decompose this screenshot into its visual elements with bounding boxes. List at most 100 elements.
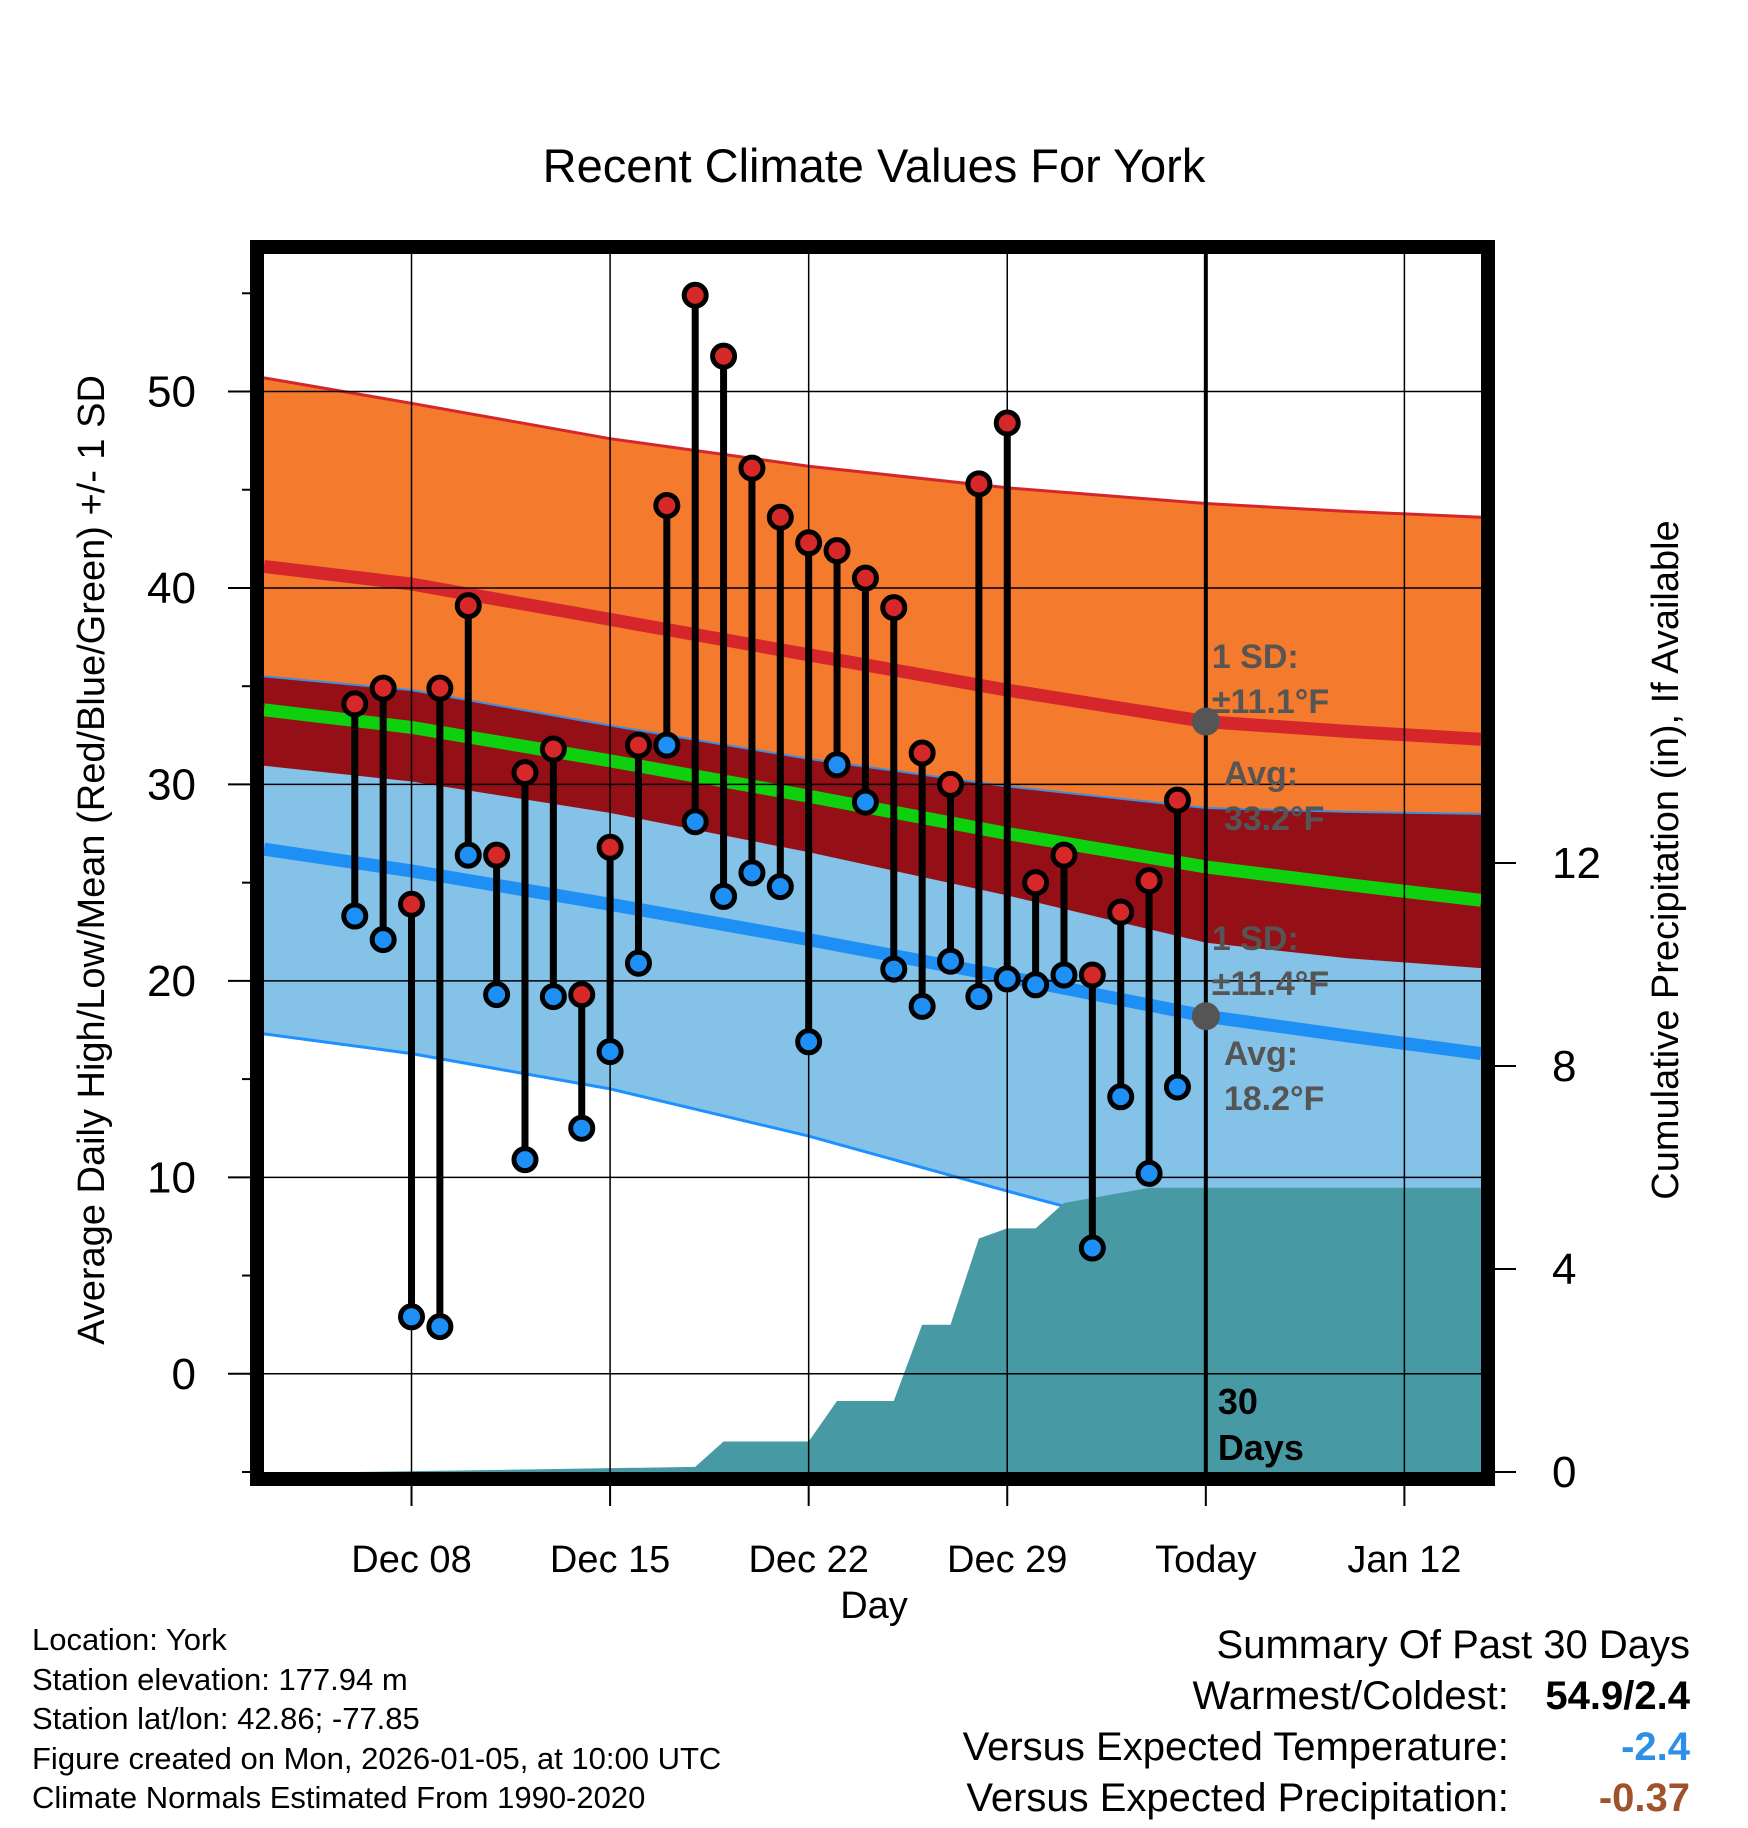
low-avg-today-marker xyxy=(1191,1002,1220,1031)
daily-low-point xyxy=(1107,1083,1135,1111)
summary-warm-label: Warmest/Coldest: xyxy=(1192,1674,1509,1718)
high-sd-band xyxy=(264,377,1481,814)
precip-area xyxy=(354,1187,1481,1472)
daily-high-point xyxy=(369,674,397,702)
summary-precip-label: Versus Expected Precipitation: xyxy=(966,1776,1509,1820)
x-tick-label: Dec 15 xyxy=(550,1539,670,1581)
high-sd-value: ±11.1°F xyxy=(1212,683,1329,721)
summary-title: Summary Of Past 30 Days xyxy=(1216,1623,1690,1667)
x-axis-label: Day xyxy=(840,1585,908,1627)
daily-high-point xyxy=(993,409,1021,437)
mean-avg-line xyxy=(264,703,1481,907)
high-avg-line xyxy=(264,559,1481,746)
summary-warm-row: Warmest/Coldest: 54.9/2.4 xyxy=(963,1671,1691,1722)
plot-frame xyxy=(250,240,1495,1486)
daily-high-point xyxy=(1163,786,1191,814)
daily-low-point xyxy=(483,981,511,1009)
info-location: Location: York xyxy=(32,1622,227,1657)
y2-axis-label: Cumulative Precipitation (in), If Availa… xyxy=(1645,520,1687,1199)
daily-high-point xyxy=(1050,841,1078,869)
daily-low-point xyxy=(369,926,397,954)
daily-high-point xyxy=(1078,961,1106,989)
daily-high-point xyxy=(539,735,567,763)
daily-high-point xyxy=(596,833,624,861)
daily-low-point xyxy=(993,965,1021,993)
daily-low-point xyxy=(454,841,482,869)
daily-low-point xyxy=(596,1038,624,1066)
summary-temp-label: Versus Expected Temperature: xyxy=(962,1725,1509,1769)
daily-low-point xyxy=(1078,1234,1106,1262)
summary-temp-row: Versus Expected Temperature: -2.4 xyxy=(963,1722,1690,1773)
daily-low-point xyxy=(1135,1159,1163,1187)
daily-high-point xyxy=(937,770,965,798)
y-tick-label: 30 xyxy=(147,760,196,809)
daily-low-point xyxy=(398,1303,426,1331)
high-avg-value: 33.2°F xyxy=(1224,800,1325,838)
info-created: Figure created on Mon, 2026-01-05, at 10… xyxy=(32,1740,722,1776)
daily-low-point xyxy=(1163,1073,1191,1101)
y2-tick-label: 0 xyxy=(1552,1448,1576,1497)
daily-high-point xyxy=(823,537,851,565)
daily-low-point xyxy=(823,751,851,779)
high-avg-label: Avg: xyxy=(1224,755,1298,793)
daily-low-point xyxy=(568,1114,596,1142)
daily-low-point xyxy=(795,1028,823,1056)
x-tick-label: Today xyxy=(1155,1539,1256,1581)
daily-low-point xyxy=(965,983,993,1011)
daily-high-point xyxy=(341,690,369,718)
low-avg-label: Avg: xyxy=(1224,1035,1298,1073)
daily-high-point xyxy=(738,454,766,482)
daily-high-point xyxy=(795,529,823,557)
daily-high-point xyxy=(483,841,511,869)
daily-low-point xyxy=(653,731,681,759)
summary-panel: Summary Of Past 30 Days Warmest/Coldest:… xyxy=(963,1620,1690,1824)
daily-high-point xyxy=(454,592,482,620)
y2-tick-label: 12 xyxy=(1552,839,1601,888)
window-label-text: Days xyxy=(1218,1427,1304,1468)
window-label-number: 30 xyxy=(1218,1381,1258,1422)
daily-low-point xyxy=(738,859,766,887)
daily-low-point xyxy=(908,992,936,1020)
daily-high-point xyxy=(908,739,936,767)
summary-precip-value: -0.37 xyxy=(1598,1776,1690,1820)
info-latlon: Station lat/lon: 42.86; -77.85 xyxy=(32,1701,420,1736)
daily-high-point xyxy=(398,890,426,918)
daily-low-point xyxy=(539,983,567,1011)
summary-precip-row: Versus Expected Precipitation: -0.37 xyxy=(963,1773,1690,1824)
high-plus-sd-line xyxy=(264,376,1481,519)
station-info: Location: York Station elevation: 177.94… xyxy=(32,1620,721,1818)
daily-low-point xyxy=(851,788,879,816)
daily-high-point xyxy=(851,564,879,592)
y-tick-label: 50 xyxy=(147,368,196,417)
high-avg-today-marker xyxy=(1191,707,1220,736)
x-tick-label: Dec 29 xyxy=(947,1539,1067,1581)
low-sd-label: 1 SD: xyxy=(1212,920,1299,958)
daily-high-point xyxy=(1135,867,1163,895)
daily-high-point xyxy=(653,491,681,519)
daily-low-point xyxy=(710,882,738,910)
y-tick-label: 40 xyxy=(147,564,196,613)
daily-low-point xyxy=(426,1313,454,1341)
daily-low-point xyxy=(766,873,794,901)
high-sd-label: 1 SD: xyxy=(1212,638,1299,676)
low-sd-value: ±11.4°F xyxy=(1212,965,1329,1003)
y-tick-label: 0 xyxy=(172,1350,196,1399)
y-tick-label: 10 xyxy=(147,1153,196,1202)
daily-high-point xyxy=(426,674,454,702)
y-axis-label: Average Daily High/Low/Mean (Red/Blue/Gr… xyxy=(71,375,113,1345)
daily-high-point xyxy=(1107,898,1135,926)
daily-low-point xyxy=(511,1146,539,1174)
y2-tick-label: 4 xyxy=(1552,1245,1576,1294)
daily-low-point xyxy=(937,947,965,975)
summary-temp-value: -2.4 xyxy=(1621,1725,1690,1769)
daily-high-point xyxy=(681,281,709,309)
daily-high-point xyxy=(710,342,738,370)
info-normals: Climate Normals Estimated From 1990-2020 xyxy=(32,1780,646,1815)
daily-high-point xyxy=(965,470,993,498)
daily-high-point xyxy=(511,759,539,787)
daily-high-point xyxy=(624,731,652,759)
low-avg-value: 18.2°F xyxy=(1224,1080,1325,1118)
daily-low-point xyxy=(1050,961,1078,989)
daily-high-point xyxy=(880,594,908,622)
